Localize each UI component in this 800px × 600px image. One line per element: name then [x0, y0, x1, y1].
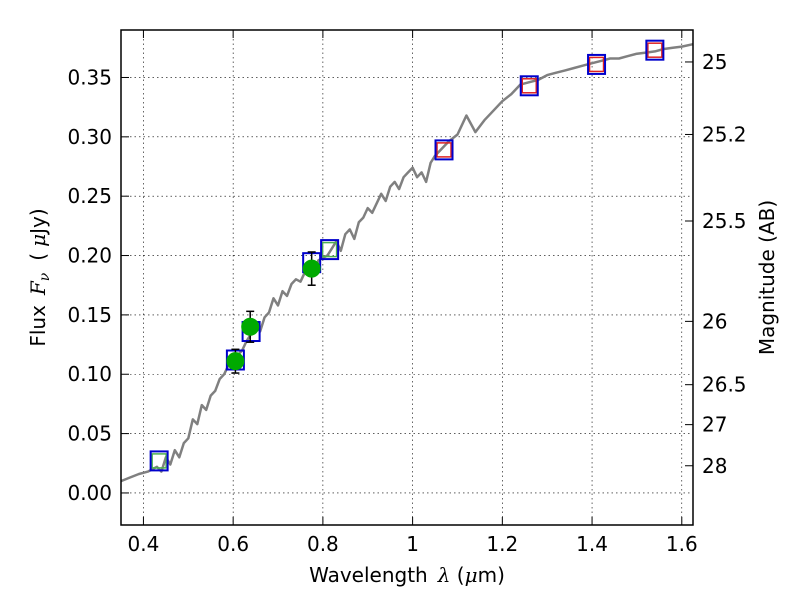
y-tick-label: 0.30 [67, 125, 112, 149]
model-band-box [149, 450, 169, 472]
grid [121, 30, 693, 525]
mag-tick-label: 28 [702, 454, 727, 478]
mag-tick-label: 25.2 [702, 122, 747, 146]
mag-tick-label: 25 [702, 50, 727, 74]
y-tick-label: 0.35 [67, 65, 112, 89]
y-tick-label: 0.10 [67, 362, 112, 386]
x-tick-label: 1.2 [486, 532, 518, 556]
data-layer [120, 39, 694, 483]
model-band-inner-box [436, 142, 452, 158]
y-axis-label-unit-mu: μ [26, 234, 50, 247]
right-axis-label: Magnitude (AB) [755, 200, 779, 355]
model-band-inner-box [151, 453, 167, 469]
y-axis-label-subscript: ν [37, 272, 53, 281]
model-sed-line [120, 42, 694, 483]
model-band-box [519, 75, 539, 97]
model-band-inner-box [521, 78, 538, 94]
model-band-box [587, 53, 607, 75]
x-tick-label: 1.6 [666, 532, 698, 556]
y-tick-label: 0.25 [67, 184, 112, 208]
x-tick-label: 1.4 [576, 532, 608, 556]
x-tick-label: 0.4 [128, 532, 160, 556]
mag-tick-label: 26.5 [702, 373, 747, 397]
x-tick-label: 1 [406, 532, 419, 556]
x-axis-label-symbol: λ [437, 563, 451, 587]
model-band-box [645, 39, 665, 61]
observed-point [241, 317, 260, 336]
x-axis-label-prefix: Wavelength [309, 563, 428, 587]
x-tick-label: 0.6 [217, 532, 249, 556]
y-tick-label: 0.05 [67, 422, 112, 446]
y-tick-label: 0.15 [67, 303, 112, 327]
model-band-inner-box [588, 56, 605, 73]
y-axis-label-unit-open: ( [26, 253, 50, 261]
y-tick-label: 0.00 [67, 481, 112, 505]
x-axis-label-unit-rest: m) [478, 563, 505, 587]
observed-point [226, 352, 245, 371]
model-band-inner-box [647, 42, 663, 58]
y-axis-label: Flux Fν ( μJy) [26, 208, 53, 346]
mag-tick-label: 26 [702, 309, 727, 333]
y-tick-label: 0.20 [67, 244, 112, 268]
model-band-box [320, 239, 340, 261]
model-band-box [434, 139, 454, 161]
x-axis-label: Wavelength λ (μm) [309, 563, 505, 587]
y-axis-label-symbol: F [26, 280, 50, 296]
x-axis-label-unit-open: ( [450, 563, 464, 587]
plot-area-frame [120, 29, 694, 526]
mag-tick-label: 27 [702, 413, 727, 437]
model-band-inner-box [321, 241, 338, 258]
tick-layer: 0.4 0.6 0.8 1 1.2 1.4 1.6 0.00 0.05 0.10 0.15 0.20 0… [67, 30, 747, 556]
mag-tick-label: 25.5 [702, 209, 747, 233]
y-axis-label-unit-rest: Jy) [26, 208, 50, 236]
x-axis-label-unit-mu: μ [465, 563, 478, 587]
y-axis-label-prefix: Flux [26, 305, 50, 347]
observed-point [302, 259, 321, 278]
x-tick-label: 0.8 [307, 532, 339, 556]
